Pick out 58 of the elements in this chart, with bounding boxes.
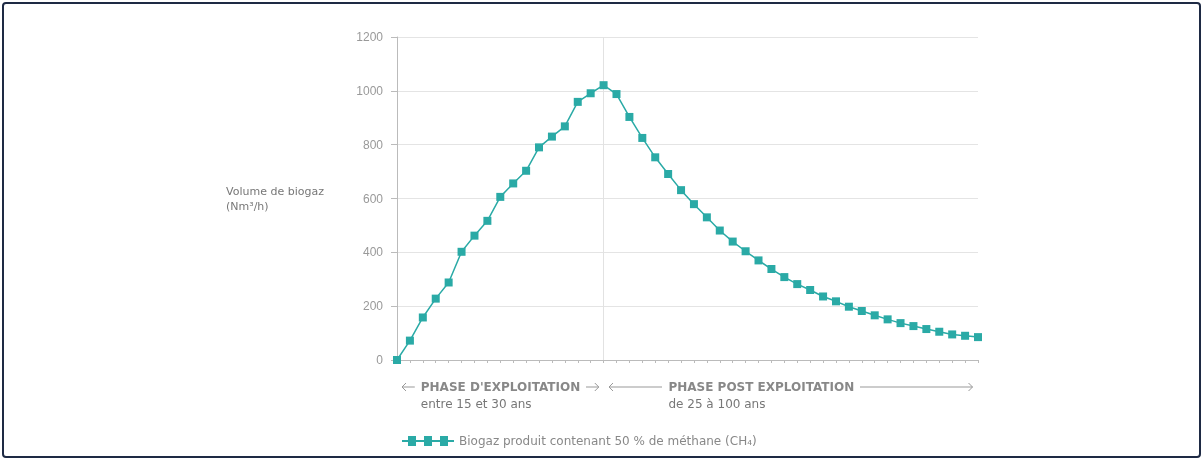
point <box>612 90 621 99</box>
point <box>638 133 647 142</box>
point <box>806 286 815 295</box>
point <box>457 247 466 256</box>
point <box>767 265 776 274</box>
point <box>935 327 944 336</box>
point <box>625 112 634 121</box>
point <box>689 200 698 209</box>
text: PHASE POST EXPLOITATION <box>668 380 855 394</box>
point <box>535 143 544 152</box>
point <box>405 336 414 345</box>
text: de 25 à 100 ans <box>668 397 766 411</box>
point <box>651 153 660 162</box>
point <box>948 330 957 339</box>
point <box>599 81 608 90</box>
point <box>677 186 686 195</box>
point <box>922 325 931 334</box>
y-tick-label: 800 <box>362 137 384 152</box>
point <box>754 256 763 265</box>
point <box>470 231 479 240</box>
y-axis-title: Volume de biogaz (Nm³/h) <box>226 183 325 214</box>
point <box>831 297 840 306</box>
point <box>509 179 518 188</box>
text: PHASE D'EXPLOITATION <box>420 380 581 394</box>
point <box>780 273 789 282</box>
point <box>586 89 595 98</box>
point <box>974 333 982 342</box>
point <box>896 319 905 328</box>
point <box>522 166 531 175</box>
point <box>560 122 569 131</box>
point <box>741 247 750 256</box>
point <box>844 302 853 311</box>
point <box>418 313 427 322</box>
point <box>857 307 866 316</box>
point <box>728 237 737 246</box>
point <box>909 322 918 331</box>
y-tick-label: 600 <box>362 191 384 206</box>
point <box>793 280 802 289</box>
point <box>664 170 673 179</box>
y-tick-label: 1000 <box>356 83 384 98</box>
text: entre 15 et 30 ans <box>420 397 532 411</box>
point <box>702 213 711 222</box>
point <box>431 294 440 303</box>
y-tick-label: 1200 <box>356 30 384 44</box>
point <box>496 192 505 201</box>
point <box>883 315 892 324</box>
point <box>573 97 582 106</box>
point <box>961 331 970 340</box>
point <box>547 132 556 141</box>
legend-label: Biogaz produit contenant 50 % de méthane (CH₄) <box>459 434 757 448</box>
point <box>819 292 828 301</box>
point <box>870 311 879 320</box>
point <box>715 226 724 235</box>
point <box>444 278 453 287</box>
y-tick-label: 0 <box>376 353 384 367</box>
point <box>483 216 492 225</box>
y-tick-label: 200 <box>362 299 384 314</box>
y-tick-label: 400 <box>362 245 384 260</box>
